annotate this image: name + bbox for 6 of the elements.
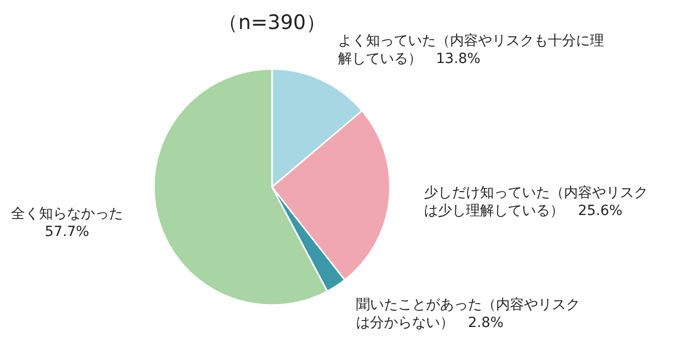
slice-label: 全く知らなかった	[11, 206, 123, 222]
slice-label: よく知っていた（内容やリスクも十分に理解している） 13.8%	[338, 33, 604, 68]
chart-title: （n=390）	[218, 10, 326, 34]
data-label: 57.7%	[44, 224, 90, 240]
slice-label: 聞いたことがあった（内容やリスクは分からない） 2.8%	[356, 297, 580, 332]
slice-label: 少しだけ知っていた（内容やリスクは少し理解している） 25.6%	[424, 185, 648, 220]
